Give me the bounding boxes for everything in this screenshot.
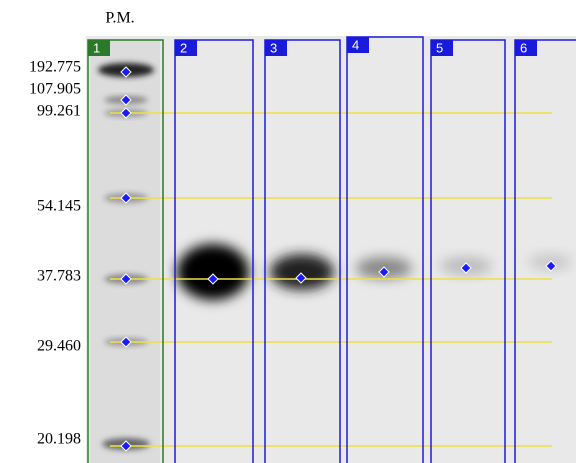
marker-label: 54.145 <box>37 198 81 215</box>
marker-label: 29.460 <box>37 338 81 355</box>
marker-label: 192.775 <box>29 59 81 76</box>
marker-label: 99.261 <box>37 103 81 120</box>
lane-number: 2 <box>180 40 187 55</box>
marker-label: 107.905 <box>29 81 81 98</box>
lane-number: 6 <box>520 40 527 55</box>
lane-number: 3 <box>270 40 277 55</box>
gel-screenshot: P.M. 1 2 3 4 5 6 192.775 107.905 99.261 54.145 37… <box>0 0 576 463</box>
marker-label: 37.783 <box>37 268 81 285</box>
marker-label: 20.198 <box>37 431 81 448</box>
marker-labels: 192.775 107.905 99.261 54.145 37.783 29.460 20… <box>29 59 81 448</box>
lane-number: 5 <box>436 40 443 55</box>
lane-number: 4 <box>352 37 359 52</box>
lane-number: 1 <box>93 40 100 55</box>
title: P.M. <box>105 10 134 27</box>
